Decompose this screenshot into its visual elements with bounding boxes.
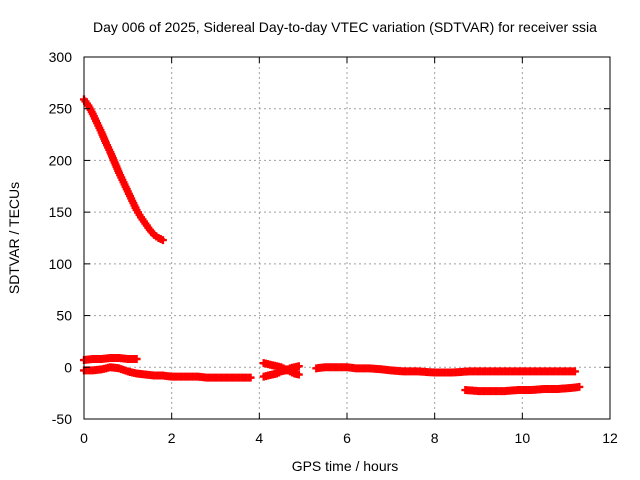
series-1 — [80, 95, 167, 245]
x-axis-label: GPS time / hours — [292, 458, 399, 474]
y-tick-label: 250 — [49, 101, 73, 117]
data-points — [80, 95, 584, 396]
y-tick-label: 200 — [49, 152, 73, 168]
series-6 — [312, 363, 579, 377]
x-tick-label: 4 — [255, 430, 263, 446]
chart-title: Day 006 of 2025, Sidereal Day-to-day VTE… — [93, 19, 597, 35]
axis-ticks — [83, 56, 611, 420]
x-tick-label: 6 — [343, 430, 351, 446]
grid-lines — [84, 57, 610, 419]
x-tick-labels: 0 2 4 6 8 10 12 — [80, 430, 618, 446]
x-tick-label: 2 — [168, 430, 176, 446]
data-point — [158, 236, 167, 245]
data-point — [246, 373, 255, 382]
y-tick-label: 150 — [49, 204, 73, 220]
x-tick-label: 8 — [431, 430, 439, 446]
y-tick-label: 100 — [49, 256, 73, 272]
series-7 — [461, 382, 584, 396]
x-tick-label: 0 — [80, 430, 88, 446]
data-point — [132, 355, 141, 364]
x-tick-label: 10 — [515, 430, 531, 446]
x-tick-label: 12 — [602, 430, 618, 446]
series-5 — [259, 362, 303, 381]
data-point — [294, 370, 303, 379]
data-point — [294, 362, 303, 371]
series-3 — [80, 363, 255, 382]
y-tick-label: 50 — [56, 308, 72, 324]
series-2 — [80, 353, 141, 365]
y-tick-labels: -50 0 50 100 150 200 250 300 — [49, 49, 73, 427]
y-tick-label: -50 — [52, 411, 72, 427]
y-axis-label: SDTVAR / TECUs — [6, 182, 22, 294]
y-tick-label: 300 — [49, 49, 73, 65]
y-tick-label: 0 — [64, 359, 72, 375]
data-point — [575, 382, 584, 391]
data-point — [570, 367, 579, 376]
